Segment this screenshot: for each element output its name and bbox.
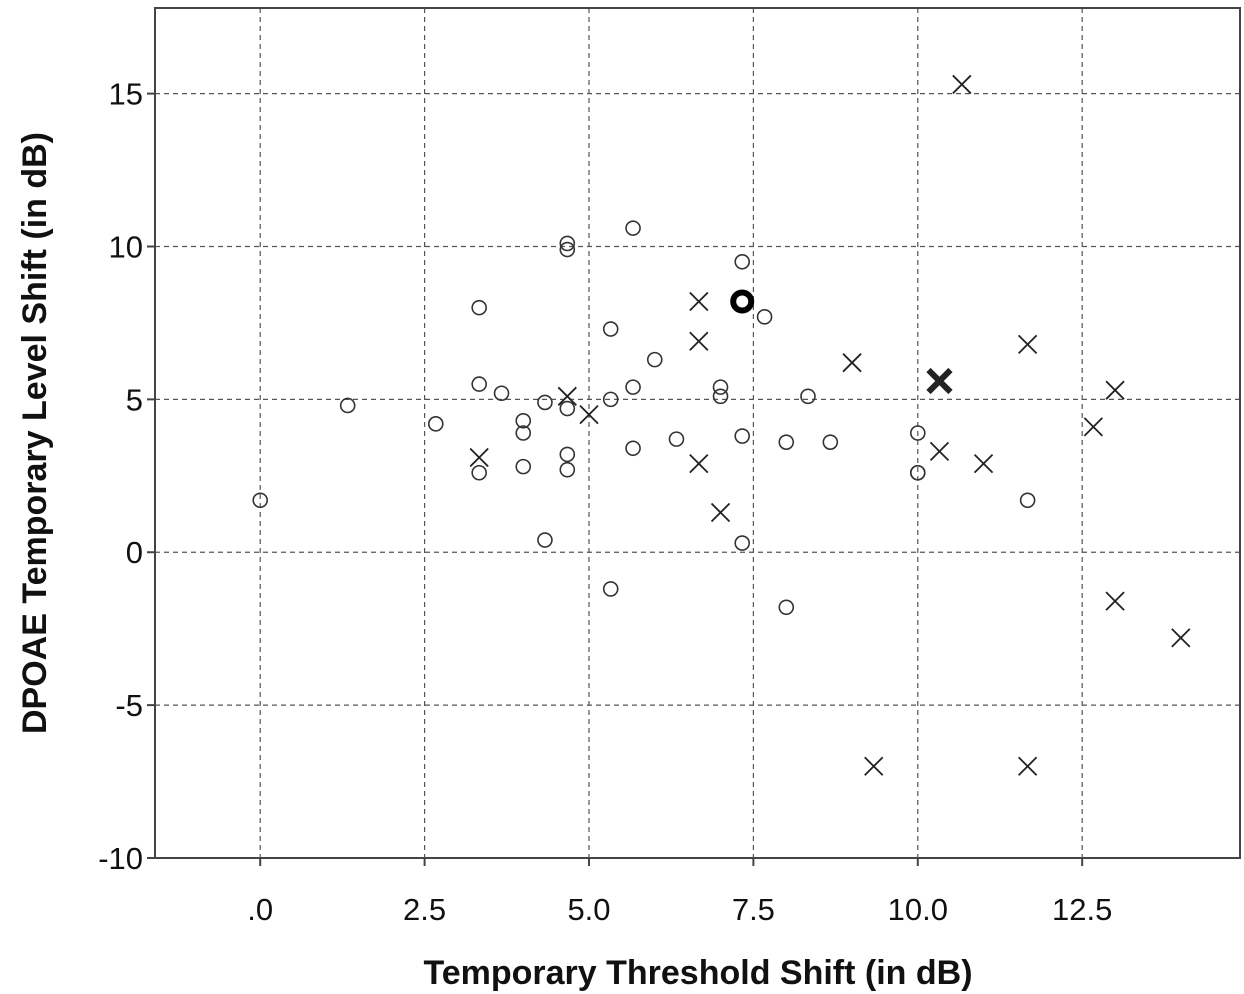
x-tick-label: 2.5 bbox=[403, 892, 446, 927]
x-tick-label: 5.0 bbox=[567, 892, 610, 927]
circle-point bbox=[515, 458, 532, 475]
plot-frame bbox=[154, 7, 1241, 859]
cross-point bbox=[1105, 380, 1125, 400]
circle-point bbox=[778, 599, 795, 616]
circle-point bbox=[625, 379, 641, 395]
circle-point bbox=[734, 253, 751, 270]
cross-point bbox=[1171, 628, 1191, 648]
y-tick-label: 0 bbox=[126, 535, 143, 570]
plot-area bbox=[155, 8, 1240, 858]
circle-point bbox=[559, 400, 576, 417]
circle-point bbox=[559, 241, 576, 258]
circle-point bbox=[800, 388, 816, 405]
y-tick-label: 5 bbox=[126, 382, 143, 417]
circle-point bbox=[537, 532, 553, 548]
x-tick-label: 10.0 bbox=[888, 892, 948, 927]
cross-point bbox=[952, 74, 972, 95]
circle-point bbox=[471, 299, 487, 316]
cross-point bbox=[1083, 417, 1103, 437]
circle-point bbox=[602, 391, 619, 408]
circle-point bbox=[252, 492, 269, 509]
circle-point bbox=[822, 434, 839, 450]
cross-point bbox=[1105, 591, 1125, 611]
cross-point bbox=[579, 405, 599, 425]
cross-point bbox=[842, 353, 862, 373]
circle-point bbox=[712, 379, 729, 395]
circle-point bbox=[734, 535, 751, 551]
bold-cross-point bbox=[926, 367, 953, 395]
x-axis: .0 2.5 5.0 7.5 10.0 12.5 bbox=[247, 858, 1112, 927]
circle-point bbox=[602, 321, 619, 337]
grid bbox=[155, 8, 1240, 858]
circle-point bbox=[778, 434, 795, 450]
circle-point bbox=[537, 394, 553, 411]
circle-point bbox=[471, 464, 487, 481]
y-axis-title: DPOAE Temporary Level Shift (in dB) bbox=[16, 132, 54, 734]
circle-point bbox=[559, 235, 576, 252]
circle-point bbox=[559, 461, 576, 478]
cross-point bbox=[929, 441, 950, 461]
cross-point bbox=[864, 756, 884, 776]
circle-point bbox=[559, 446, 576, 463]
y-tick-label: -10 bbox=[98, 841, 143, 876]
x-tick-label: .0 bbox=[247, 892, 273, 927]
cross-point bbox=[710, 502, 731, 523]
cross-point bbox=[689, 331, 709, 351]
filled-circle-point bbox=[730, 289, 755, 314]
circle-point bbox=[646, 351, 663, 368]
x-axis-title: Temporary Threshold Shift (in dB) bbox=[423, 954, 972, 992]
circle-point bbox=[625, 220, 641, 236]
circle-point bbox=[712, 388, 729, 405]
cross-point bbox=[557, 386, 577, 406]
y-axis: -10 -5 0 5 10 15 bbox=[98, 77, 155, 876]
data-points bbox=[252, 74, 1191, 776]
circle-point bbox=[625, 440, 641, 457]
cross-point bbox=[689, 291, 709, 312]
circle-point bbox=[668, 431, 685, 447]
y-tick-label: 10 bbox=[109, 229, 143, 264]
y-tick-label: 15 bbox=[109, 77, 143, 112]
circle-point bbox=[515, 412, 532, 429]
circle-point bbox=[734, 428, 751, 444]
cross-point bbox=[689, 453, 709, 474]
x-tick-label: 12.5 bbox=[1052, 892, 1112, 927]
circle-point bbox=[756, 309, 773, 325]
circle-point bbox=[339, 397, 356, 414]
circle-point bbox=[602, 581, 619, 597]
circle-point bbox=[1019, 492, 1036, 509]
circle-point bbox=[909, 425, 926, 441]
circle-point bbox=[493, 385, 510, 402]
circle-point bbox=[427, 416, 444, 432]
cross-point bbox=[469, 447, 489, 468]
cross-point bbox=[973, 453, 994, 474]
cross-point bbox=[1017, 756, 1038, 776]
circle-point bbox=[515, 425, 532, 441]
circle-point bbox=[909, 464, 926, 481]
cross-point bbox=[1017, 334, 1038, 354]
x-tick-label: 7.5 bbox=[732, 892, 775, 927]
y-tick-label: -5 bbox=[115, 688, 143, 723]
circle-point bbox=[471, 376, 487, 392]
